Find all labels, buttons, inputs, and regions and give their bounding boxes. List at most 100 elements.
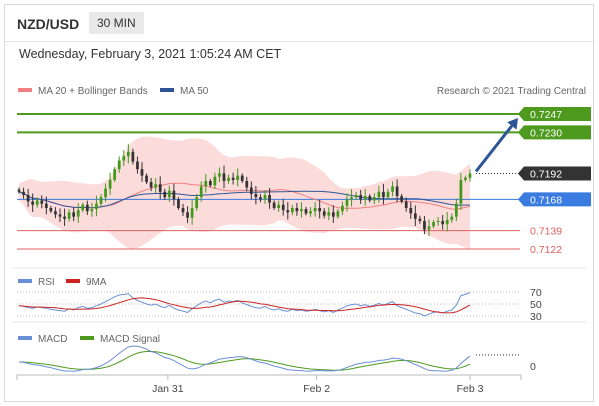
macd-signal-legend-label: MACD Signal: [100, 334, 160, 345]
candle-body: [140, 169, 144, 176]
resistance-label: 0.7247: [530, 109, 562, 121]
x-tick-label: Feb 2: [303, 383, 330, 395]
rsi-line: [18, 292, 471, 317]
candle-body: [113, 169, 117, 180]
candle-body: [67, 212, 71, 219]
candle-body: [418, 218, 422, 221]
candle-body: [336, 211, 340, 217]
ma20-legend-swatch: [18, 88, 32, 92]
candle-body: [377, 191, 381, 198]
ma50-line: [18, 190, 471, 209]
resistance-label-bg: [518, 125, 591, 140]
macd-signal-legend-swatch: [80, 336, 94, 340]
symbol-title: NZD/USD: [17, 16, 80, 32]
candle-body: [186, 212, 189, 218]
candle-body: [44, 203, 48, 208]
candle-body: [400, 196, 404, 202]
candle-body: [22, 191, 25, 196]
candle-body: [245, 181, 249, 188]
forecast-arrow-head: [507, 118, 518, 130]
candle-body: [167, 190, 171, 198]
candle-body: [227, 177, 230, 181]
candle-body: [117, 160, 121, 170]
candle-body: [286, 210, 290, 213]
candle-body: [345, 199, 349, 206]
candle-body: [35, 200, 39, 205]
candle-body: [236, 175, 240, 180]
macd-line: [18, 345, 471, 372]
candle-body: [331, 212, 335, 217]
candle-body: [322, 211, 326, 216]
candle-body: [181, 208, 185, 213]
candle-body: [290, 208, 294, 213]
candle-body: [445, 219, 449, 225]
candle-body: [249, 187, 253, 194]
candle-body: [145, 175, 148, 183]
candle-body: [63, 216, 66, 219]
candle-body: [413, 213, 417, 219]
timeframe-badge[interactable]: 30 MIN: [89, 12, 144, 34]
candle-body: [99, 197, 103, 204]
candle-body: [26, 195, 30, 202]
candle-body: [17, 189, 21, 192]
candle-body: [158, 184, 162, 192]
credit-label: Research © 2021 Trading Central: [437, 86, 586, 97]
candle-body: [190, 208, 194, 218]
candle-body: [58, 214, 62, 217]
candle-body: [309, 211, 312, 214]
last-label-bg: [518, 166, 591, 181]
candle-body: [54, 211, 57, 215]
candle-body: [95, 203, 98, 210]
macd-legend-label: MACD: [38, 334, 67, 345]
x-axis-ticks: Jan 31 Feb 2 Feb 3: [16, 375, 522, 395]
moving-averages: [18, 182, 471, 210]
candle-body: [81, 204, 85, 211]
rsi-ma-line: [18, 297, 471, 314]
resistance-label-bg: [518, 107, 591, 122]
candle-body: [213, 176, 217, 186]
last-label: 0.7192: [530, 168, 562, 180]
candle-body: [368, 196, 372, 201]
candle-body: [464, 177, 467, 180]
x-tick-label: Feb 3: [457, 383, 484, 395]
ma50-legend-label: MA 50: [180, 86, 209, 97]
candle-body: [72, 212, 76, 217]
rsi-level-label: 70: [530, 287, 542, 299]
candle-body: [436, 220, 440, 223]
macd-zero-label: 0: [530, 361, 536, 373]
candle-body: [277, 204, 281, 208]
candle-body: [432, 222, 435, 227]
candle-body: [195, 197, 199, 208]
pivot-label-bg: [518, 192, 591, 207]
chart-datetime: Wednesday, February 3, 2021 1:05:24 AM C…: [19, 47, 282, 61]
x-tick-label: Jan 31: [152, 383, 184, 395]
candle-body: [272, 202, 276, 208]
candle-body: [454, 203, 458, 217]
candle-body: [104, 188, 107, 198]
candle-body: [382, 191, 385, 198]
candle-body: [450, 216, 454, 220]
candle-body: [254, 193, 258, 198]
rsi-level-label: 50: [530, 299, 542, 311]
candle-body: [208, 181, 212, 186]
candle-body: [108, 179, 112, 189]
candle-body: [154, 184, 158, 188]
candle-body: [122, 156, 126, 161]
candle-body: [163, 191, 167, 198]
candle-body: [304, 209, 308, 214]
candle-body: [199, 186, 203, 198]
macd-signal-line: [18, 351, 471, 371]
candle-body: [423, 220, 426, 230]
rsi-legend-label: RSI: [38, 277, 55, 288]
candle-body: [404, 201, 408, 208]
candles: [17, 143, 472, 236]
candle-body: [318, 208, 322, 212]
rsi-legend-swatch: [18, 279, 32, 283]
candle-body: [281, 204, 285, 211]
candle-body: [40, 200, 44, 204]
candle-body: [177, 199, 180, 208]
candle-body: [468, 173, 472, 178]
candle-body: [131, 151, 135, 162]
